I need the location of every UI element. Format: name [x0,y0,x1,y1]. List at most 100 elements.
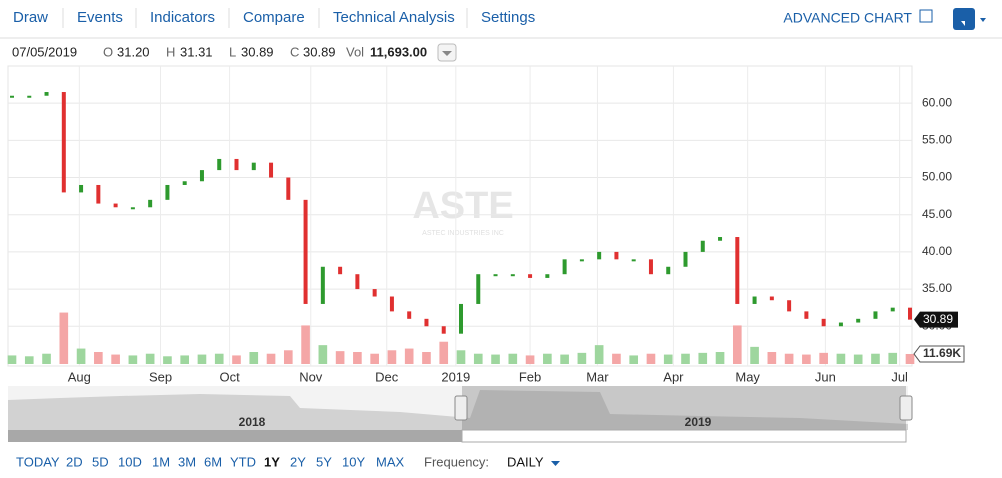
toolbar-item[interactable]: Draw [13,9,48,26]
x-tick-label: Nov [299,369,323,384]
volume-bar [197,354,207,364]
volume-bar [612,353,621,364]
y-tick-label: 35.00 [922,281,952,295]
volume-bar [819,352,828,364]
x-tick-label: Jul [891,369,908,384]
volume-bar [577,352,587,364]
price-bar [286,177,291,200]
save-button[interactable] [953,8,975,30]
dropdown-caret[interactable] [980,18,986,22]
toolbar-item[interactable]: Events [77,9,123,26]
price-bar [821,318,826,327]
x-tick-label: Aug [68,369,91,384]
range-button[interactable]: 1M [152,454,170,469]
price-bar [199,170,204,182]
advanced-chart-link[interactable]: ADVANCED CHART [783,10,912,26]
price-bar [648,259,653,275]
frequency-select[interactable]: DAILY [507,454,544,469]
range-button[interactable]: TODAY [16,454,60,469]
price-bar [562,259,567,275]
price-bar [718,237,723,241]
range-button[interactable]: YTD [230,454,256,469]
volume-bar [715,352,725,364]
price-bar [407,311,412,319]
y-tick-label: 50.00 [922,170,952,184]
scrollbar-track [8,430,462,442]
range-button[interactable]: 3M [178,454,196,469]
price-bar [579,259,584,262]
price-bar [372,289,377,297]
range-button[interactable]: 2Y [290,454,306,469]
price-bar [545,274,550,278]
navigator-handle[interactable] [454,395,468,421]
price-bar [130,207,135,210]
info-vol-label: Vol [346,44,364,59]
range-button[interactable]: 6M [204,454,222,469]
external-icon [919,9,933,23]
last-volume-label: 11.69K [923,346,961,360]
x-tick-label: May [735,369,760,384]
toolbar-item[interactable]: Technical Analysis [333,9,455,26]
toolbar-item[interactable]: Settings [481,9,535,26]
price-bar [683,251,688,267]
volume-bar [42,353,51,364]
price-bar [769,296,774,301]
price-bar [804,311,809,319]
volume-bar [7,355,17,364]
range-button[interactable]: MAX [376,454,405,469]
range-button[interactable]: 5D [92,454,109,469]
save-icon [961,21,965,26]
volume-bar [318,345,328,364]
volume-bar [145,353,155,364]
volume-bar [525,355,535,364]
x-tick-label: Dec [375,369,399,384]
range-button[interactable]: 2D [66,454,83,469]
price-bar [908,307,912,320]
volume-bar [473,353,483,364]
price-bar [320,266,325,304]
price-bar [10,95,14,98]
x-tick-label: Feb [519,369,541,384]
x-tick-label: Apr [663,369,684,384]
last-volume-flag [913,345,965,363]
price-bar [838,322,843,327]
volume-bar [456,350,466,364]
x-tick-label: Sep [149,369,172,384]
volume-bar [594,345,604,364]
volume-bar [301,325,310,364]
volume-bar [663,354,673,364]
volume-bar [249,352,259,364]
price-bar [165,184,170,200]
range-button[interactable]: 10Y [342,454,365,469]
toolbar-item[interactable]: Compare [243,9,305,26]
navigator-handle[interactable] [899,395,913,421]
watermark-company: ASTEC INDUSTRIES INC [422,230,504,237]
toolbar-item[interactable]: Indicators [150,9,215,26]
price-bar [666,266,671,275]
price-bar [510,274,515,277]
range-button[interactable]: 1Y [264,454,280,469]
dropdown-caret [442,51,452,56]
volume-bar [335,351,345,364]
scrollbar-thumb[interactable] [461,429,907,443]
volume-bar [767,352,777,364]
price-bar [528,274,533,278]
volume-bar [422,352,431,364]
range-button[interactable]: 10D [118,454,142,469]
price-bar [96,184,101,204]
dropdown-caret[interactable] [551,461,560,466]
volume-bar [94,352,103,364]
info-high: 31.31 [180,44,213,59]
price-bar [614,251,619,260]
volume-bar [646,353,656,364]
navigator-year: 2018 [239,415,266,429]
price-bar [79,184,84,193]
volume-bar [508,353,518,364]
x-tick-label: 2019 [441,369,470,384]
volume-bar [163,356,172,364]
info-c-label: C [290,44,299,59]
info-o-label: O [103,44,113,59]
price-bar [735,237,740,304]
range-button[interactable]: 5Y [316,454,332,469]
